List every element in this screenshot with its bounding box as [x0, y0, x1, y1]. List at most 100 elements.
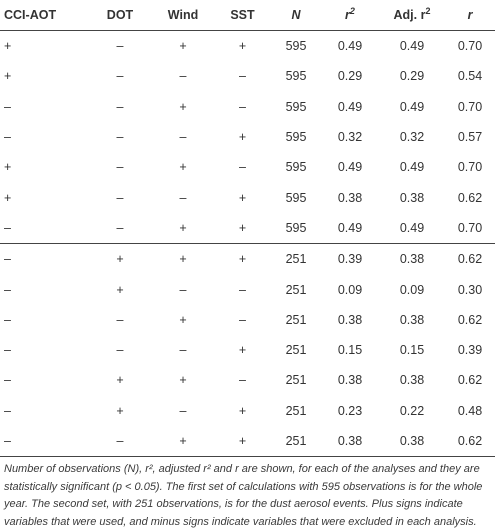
cell-r-squared: 0.39 [321, 243, 379, 275]
cell-wind: + [152, 243, 214, 275]
cell-dot: + [116, 373, 124, 388]
cell-sst: + [238, 220, 247, 235]
cell-n: 595 [285, 160, 307, 175]
cell-n: 595 [285, 220, 307, 235]
table-row: – – + – 595 0.49 0.49 0.70 [0, 92, 495, 122]
cell-adj-r-squared: 0.38 [399, 190, 425, 205]
cell-wind: + [179, 160, 187, 175]
cell-cci-aot: – [4, 130, 11, 145]
table-footnote: Number of observations (N), r², adjusted… [4, 463, 483, 528]
cell-sst: + [238, 130, 247, 145]
cell-r: 0.62 [445, 243, 495, 275]
col-header-sst: SST [214, 0, 271, 31]
table-row: + – + – 595 0.49 0.49 0.70 [0, 152, 495, 182]
cell-cci-aot: – [4, 312, 11, 327]
cell-wind: + [179, 99, 187, 114]
cell-n: 251 [285, 373, 307, 388]
col-header-wind: Wind [152, 0, 214, 31]
cell-wind: + [179, 373, 187, 388]
cell-cci-aot: + [4, 160, 12, 175]
cell-r: 0.62 [457, 190, 483, 205]
cell-cci-aot: – [4, 220, 11, 235]
cell-r-squared: 0.29 [337, 69, 363, 84]
cell-sst: + [238, 39, 247, 54]
cell-dot: + [116, 403, 124, 418]
cell-sst: + [238, 343, 247, 358]
cell-cci-aot: – [4, 282, 11, 297]
cell-r: 0.70 [457, 99, 483, 114]
cell-r: 0.54 [457, 69, 483, 84]
cell-sst: – [239, 312, 246, 327]
cell-dot: – [116, 343, 124, 358]
cell-r: 0.57 [457, 130, 483, 145]
cell-r-squared: 0.23 [337, 403, 363, 418]
cell-sst: – [239, 282, 246, 297]
cell-r: 0.48 [457, 403, 483, 418]
cell-r-squared: 0.32 [337, 130, 363, 145]
cell-r: 0.30 [457, 282, 483, 297]
cell-n: 595 [285, 69, 307, 84]
cell-n: 251 [285, 403, 307, 418]
cell-r-squared: 0.49 [337, 160, 363, 175]
cell-sst: + [238, 190, 247, 205]
cell-dot: – [116, 69, 124, 84]
cell-sst: – [239, 99, 246, 114]
cell-adj-r-squared: 0.32 [399, 130, 425, 145]
cell-n: 595 [285, 39, 307, 54]
col-header-dot: DOT [88, 0, 152, 31]
cell-r-squared: 0.09 [337, 282, 363, 297]
cell-adj-r-squared: 0.38 [379, 243, 445, 275]
cell-dot: + [88, 243, 152, 275]
cell-sst: + [214, 425, 271, 458]
table-row: – – – +595 0.32 0.32 0.57 [0, 122, 495, 152]
cell-adj-r-squared: 0.29 [399, 69, 425, 84]
cell-sst: + [238, 403, 247, 418]
table-row: – + + +251 0.39 0.38 0.62 [0, 243, 495, 275]
cell-n: 251 [285, 282, 307, 297]
cell-adj-r-squared: 0.15 [399, 343, 425, 358]
cell-dot: – [116, 220, 124, 235]
cell-sst: – [239, 160, 246, 175]
cell-r: 0.70 [457, 39, 483, 54]
cell-dot: – [116, 160, 124, 175]
table-row: – – + +251 0.38 0.38 0.62 [0, 425, 495, 458]
cell-adj-r-squared: 0.22 [399, 403, 425, 418]
cell-wind: – [179, 282, 187, 297]
table-row: + – – – 595 0.29 0.29 0.54 [0, 61, 495, 91]
cell-r-squared: 0.49 [337, 39, 363, 54]
col-header-cci-aot: CCI-AOT [0, 0, 88, 31]
cell-r-squared: 0.38 [337, 190, 363, 205]
table-row: – + + – 251 0.38 0.38 0.62 [0, 365, 495, 395]
cell-n: 251 [285, 343, 307, 358]
group-dust-events: – + + +251 0.39 0.38 0.62– + – –251 0.09 0.09 0.30– –… [0, 243, 495, 458]
table-row: – – – +251 0.15 0.15 0.39 [0, 335, 495, 365]
cell-r-squared: 0.49 [337, 220, 363, 235]
cell-dot: – [116, 39, 124, 54]
cell-adj-r-squared: 0.49 [399, 99, 425, 114]
cell-r: 0.62 [445, 425, 495, 458]
cell-wind: + [179, 39, 187, 54]
cell-r-squared: 0.49 [337, 99, 363, 114]
cell-sst: – [239, 373, 246, 388]
cell-dot: + [116, 282, 124, 297]
cell-adj-r-squared: 0.38 [399, 373, 425, 388]
table-row: – + – – 251 0.09 0.09 0.30 [0, 274, 495, 304]
cell-cci-aot: – [0, 425, 88, 458]
cell-adj-r-squared: 0.38 [399, 312, 425, 327]
cell-sst: – [239, 69, 246, 84]
cell-r: 0.70 [457, 220, 483, 235]
cell-dot: – [116, 190, 124, 205]
cell-cci-aot: + [4, 190, 12, 205]
cell-r-squared: 0.15 [337, 343, 363, 358]
cell-wind: – [179, 343, 187, 358]
cell-dot: – [116, 312, 124, 327]
table-row: – – + +595 0.49 0.49 0.70 [0, 213, 495, 244]
col-header-adj-r-squared: Adj. r2 [379, 0, 445, 31]
cell-n: 595 [285, 130, 307, 145]
cell-n: 595 [285, 190, 307, 205]
cell-n: 251 [285, 312, 307, 327]
header-row: CCI-AOT DOT Wind SST N r2 Adj. r2 r [0, 0, 495, 31]
regression-table: CCI-AOT DOT Wind SST N r2 Adj. r2 r + – + +… [0, 0, 495, 458]
cell-cci-aot: – [4, 373, 11, 388]
